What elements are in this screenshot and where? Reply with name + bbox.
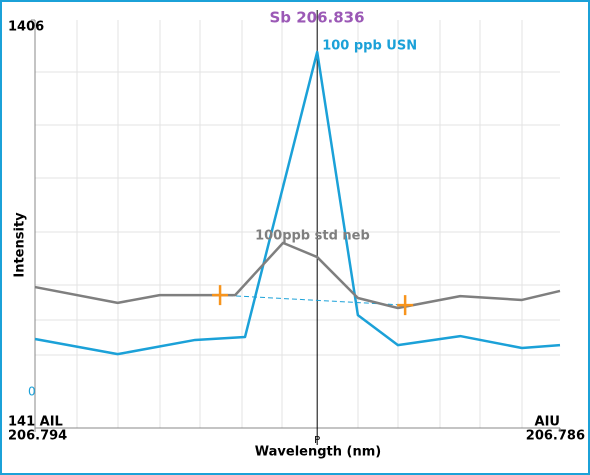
x-tick-label: 206.794 [8, 429, 67, 444]
series-line [34, 50, 561, 356]
corner-label: 141 AIL [8, 415, 63, 430]
y-axis-label: Intensity [13, 212, 28, 278]
zero-label: 0 [28, 385, 36, 399]
series-label: 100ppb std neb [255, 228, 370, 243]
x-tick-label: 206.786 [526, 429, 585, 444]
series-line [34, 241, 561, 310]
grid [35, 20, 560, 428]
series-label: 100 ppb USN [322, 38, 417, 53]
x-axis-label: Wavelength (nm) [255, 445, 381, 460]
corner-label: AIU [535, 415, 560, 430]
y-tick-label: 1406 [8, 20, 44, 35]
background-point [397, 295, 414, 316]
cursor-label: P [314, 435, 320, 446]
background-point [212, 285, 229, 306]
background-line [220, 294, 406, 306]
